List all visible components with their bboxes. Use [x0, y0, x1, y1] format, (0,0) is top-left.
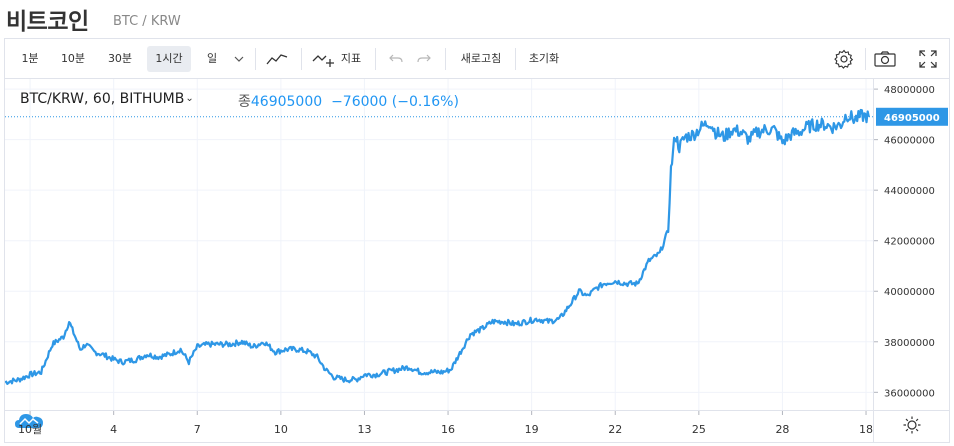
- refresh-button[interactable]: 새로고침: [460, 52, 502, 65]
- price-axis-labels: 48000000 46000000 44000000 42000000 40000000…: [874, 85, 948, 399]
- close-value: 46905000: [250, 94, 323, 110]
- reset-button[interactable]: 초기화: [528, 52, 560, 65]
- toolbar-divider: [445, 48, 446, 70]
- toolbar-divider: [375, 48, 376, 70]
- page-title: 비트코인: [6, 9, 89, 35]
- price-tick-label: 44000000: [884, 186, 935, 197]
- time-tick-label: 13: [357, 423, 371, 436]
- toolbar-divider: [865, 48, 866, 70]
- camera-icon[interactable]: [871, 47, 899, 71]
- chevron-down-icon[interactable]: ⌄: [185, 93, 194, 104]
- price-tick-label: 38000000: [884, 338, 935, 349]
- interval-1h-button[interactable]: 1시간: [147, 46, 191, 72]
- page-header: 비트코인 BTC / KRW: [0, 0, 954, 38]
- symbol-label[interactable]: BTC/KRW, 60, BITHUMB: [20, 91, 185, 107]
- interval-30m-button[interactable]: 30분: [107, 52, 133, 65]
- undo-icon[interactable]: [385, 47, 407, 71]
- last-price-badge-label: 46905000: [884, 113, 940, 124]
- time-tick-label: 16: [441, 423, 455, 436]
- price-tick-label: 40000000: [884, 287, 935, 298]
- time-tick-label: 10월: [18, 423, 42, 436]
- time-tick-label: 19: [525, 423, 539, 436]
- close-label: 종: [238, 94, 251, 110]
- chart-logo-icon[interactable]: [15, 411, 43, 429]
- price-tick-label: 46000000: [884, 136, 935, 147]
- line-chart-icon[interactable]: [263, 47, 291, 71]
- time-axis[interactable]: 10월 4 7 10 13 16 19 22 25 28 18: [5, 410, 873, 443]
- chart-widget: 1분 10분 30분 1시간 일 지표 새로고침 초기화: [4, 38, 950, 443]
- interval-1m-button[interactable]: 1분: [21, 52, 39, 65]
- price-line-chart: [4, 79, 873, 410]
- price-tick-label: 48000000: [884, 85, 935, 96]
- price-series-line: [4, 108, 870, 385]
- chart-legend: BTC/KRW, 60, BITHUMB⌄ 종46905000 −76000 (…: [20, 91, 459, 110]
- toolbar-divider: [255, 48, 256, 70]
- time-tick-label: 10: [274, 423, 288, 436]
- legend-values: 종46905000 −76000 (−0.16%): [238, 91, 459, 111]
- sun-icon[interactable]: [903, 416, 921, 438]
- plot-area[interactable]: BTC/KRW, 60, BITHUMB⌄ 종46905000 −76000 (…: [4, 79, 873, 428]
- indicators-button[interactable]: 지표: [340, 52, 362, 65]
- price-axis[interactable]: 48000000 46000000 44000000 42000000 40000000…: [873, 79, 949, 410]
- chart-toolbar: 1분 10분 30분 1시간 일 지표 새로고침 초기화: [5, 39, 949, 79]
- chevron-down-icon[interactable]: [229, 47, 249, 71]
- time-tick-label: 28: [775, 423, 789, 436]
- axis-corner: [873, 410, 949, 443]
- price-tick-label: 42000000: [884, 237, 935, 248]
- price-tick-label: 36000000: [884, 388, 935, 399]
- interval-10m-button[interactable]: 10분: [60, 52, 86, 65]
- interval-day-button[interactable]: 일: [206, 52, 218, 65]
- time-tick-label: 18: [859, 423, 873, 436]
- time-tick-label: 25: [692, 423, 706, 436]
- time-tick-label: 4: [110, 423, 117, 436]
- page-subtitle: BTC / KRW: [113, 14, 181, 29]
- fullscreen-icon[interactable]: [915, 47, 941, 71]
- toolbar-divider: [301, 48, 302, 70]
- redo-icon[interactable]: [413, 47, 435, 71]
- last-price-badge: [876, 107, 948, 126]
- gear-icon[interactable]: [831, 47, 857, 71]
- change-value: −76000 (−0.16%): [331, 94, 459, 110]
- time-axis-labels: 10월 4 7 10 13 16 19 22 25 28 18: [18, 411, 873, 436]
- toolbar-divider: [515, 48, 516, 70]
- indicator-icon[interactable]: [311, 47, 337, 71]
- time-tick-label: 22: [608, 423, 622, 436]
- time-tick-label: 7: [194, 423, 201, 436]
